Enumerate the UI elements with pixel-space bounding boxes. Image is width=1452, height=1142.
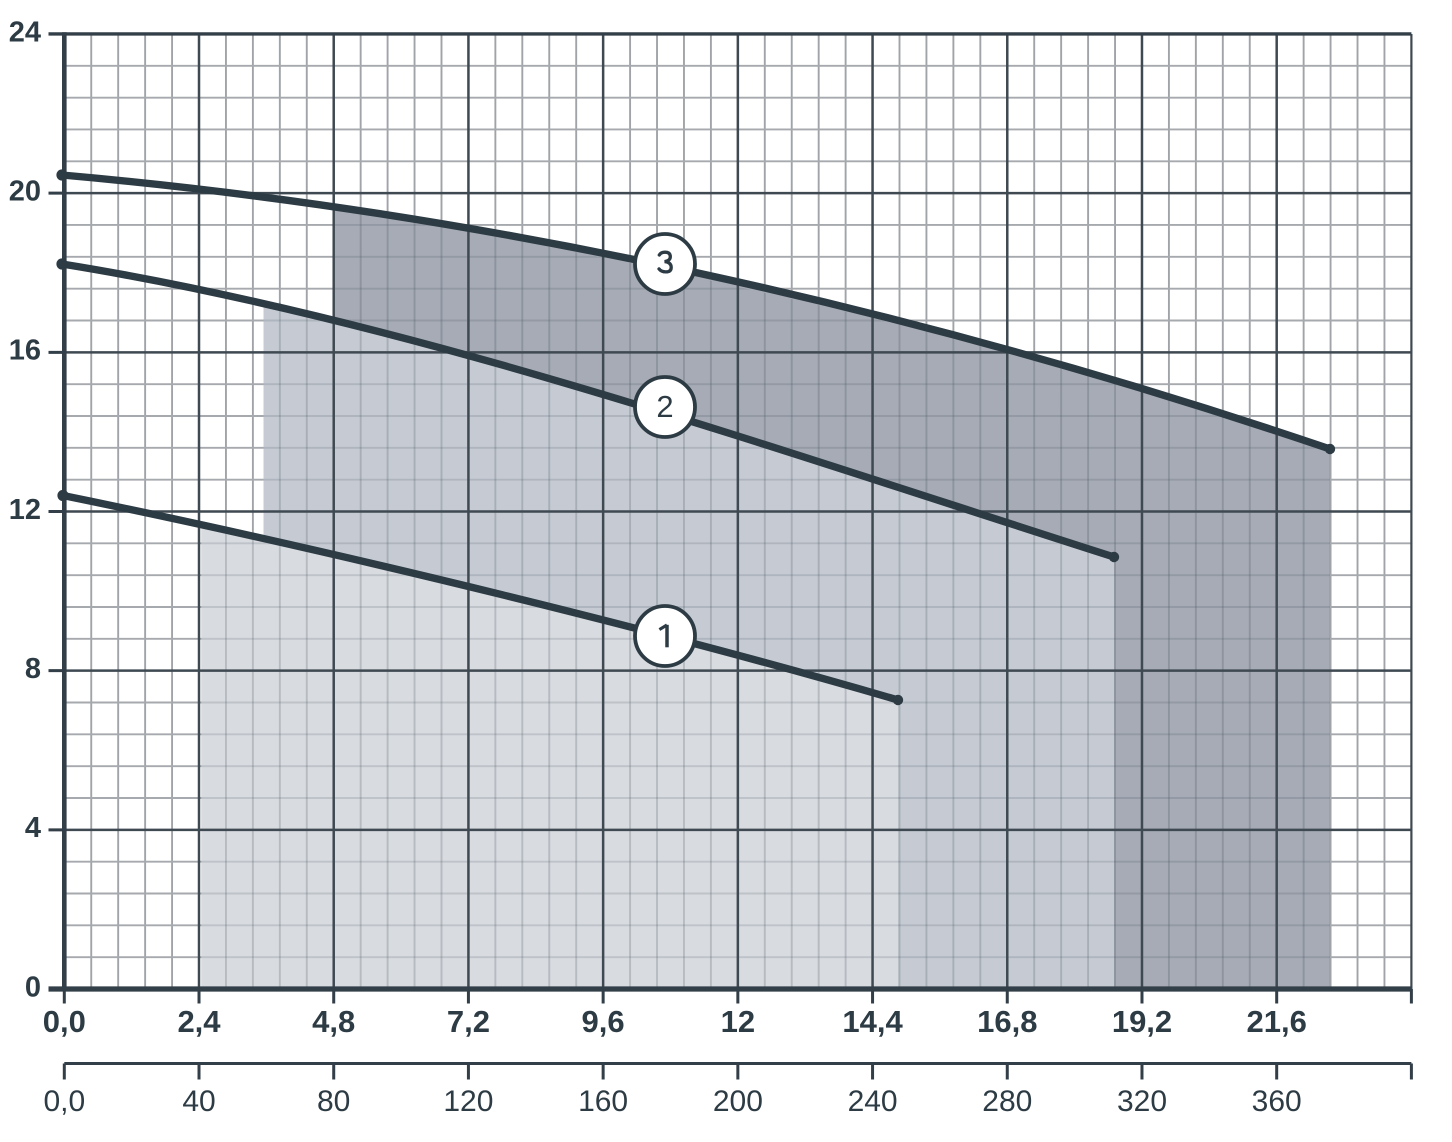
svg-text:40: 40 xyxy=(182,1085,215,1118)
svg-text:280: 280 xyxy=(982,1085,1032,1118)
svg-text:12: 12 xyxy=(9,494,41,526)
svg-text:4,8: 4,8 xyxy=(312,1004,355,1039)
svg-text:320: 320 xyxy=(1117,1085,1167,1118)
svg-text:360: 360 xyxy=(1252,1085,1302,1118)
svg-text:2: 2 xyxy=(656,389,673,424)
svg-text:19,2: 19,2 xyxy=(1112,1004,1172,1039)
svg-text:80: 80 xyxy=(317,1085,350,1118)
svg-text:16,8: 16,8 xyxy=(977,1004,1037,1039)
svg-text:160: 160 xyxy=(578,1085,628,1118)
svg-text:4: 4 xyxy=(25,812,41,844)
svg-text:8: 8 xyxy=(25,653,41,685)
svg-text:9,6: 9,6 xyxy=(582,1004,625,1039)
svg-text:14,4: 14,4 xyxy=(842,1004,903,1039)
svg-text:2,4: 2,4 xyxy=(177,1004,221,1039)
svg-text:0,0: 0,0 xyxy=(43,1085,85,1118)
svg-text:200: 200 xyxy=(713,1085,763,1118)
svg-text:0: 0 xyxy=(25,971,41,1003)
svg-text:16: 16 xyxy=(9,335,41,367)
svg-text:7,2: 7,2 xyxy=(447,1004,490,1039)
svg-text:24: 24 xyxy=(9,16,41,48)
svg-text:240: 240 xyxy=(848,1085,898,1118)
svg-text:12: 12 xyxy=(721,1004,755,1039)
svg-text:21,6: 21,6 xyxy=(1247,1004,1307,1039)
svg-text:120: 120 xyxy=(443,1085,493,1118)
svg-text:20: 20 xyxy=(9,176,41,208)
svg-text:0,0: 0,0 xyxy=(43,1004,86,1039)
